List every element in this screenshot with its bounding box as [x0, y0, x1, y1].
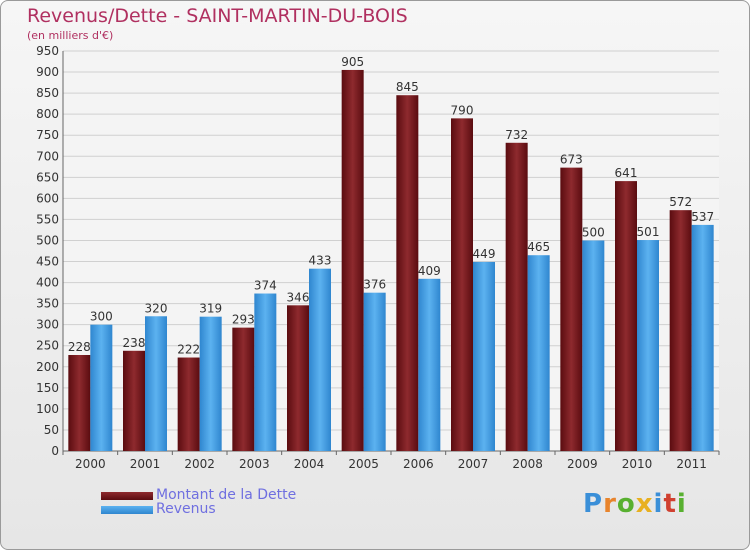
- bar-dette: [287, 305, 309, 451]
- bar-revenus: [90, 324, 113, 451]
- data-label-revenus: 376: [363, 278, 386, 292]
- bar-dette: [560, 167, 583, 451]
- y-tick-label: 250: [36, 339, 59, 353]
- data-label-revenus: 433: [309, 254, 332, 268]
- legend-swatch-revenus: [101, 506, 153, 514]
- y-tick-label: 750: [36, 128, 59, 142]
- y-tick-label: 850: [36, 86, 59, 100]
- x-tick-label: 2002: [184, 457, 215, 471]
- y-tick-label: 650: [36, 170, 59, 184]
- legend-label-dette: Montant de la Dette: [156, 487, 297, 503]
- bar-revenus: [145, 316, 167, 451]
- bar-dette: [669, 210, 692, 451]
- data-label-dette: 641: [615, 166, 638, 180]
- bar-revenus: [418, 278, 441, 451]
- y-tick-label: 50: [44, 423, 59, 437]
- x-tick-label: 2001: [130, 457, 161, 471]
- bar-dette: [232, 327, 255, 451]
- x-tick-label: 2010: [622, 457, 653, 471]
- legend-label-revenus: Revenus: [156, 501, 216, 517]
- bar-revenus: [691, 224, 714, 451]
- legend-swatch-dette: [101, 492, 153, 500]
- x-tick-label: 2007: [458, 457, 489, 471]
- y-tick-label: 400: [36, 276, 59, 290]
- data-label-revenus: 374: [254, 279, 277, 293]
- bar-dette: [68, 355, 91, 451]
- bar-revenus: [254, 293, 277, 451]
- data-label-dette: 222: [177, 343, 200, 357]
- data-label-revenus: 449: [473, 247, 496, 261]
- y-tick-label: 950: [36, 44, 59, 58]
- bar-revenus: [527, 255, 550, 451]
- data-label-dette: 673: [560, 153, 583, 167]
- y-tick-label: 450: [36, 255, 59, 269]
- y-tick-label: 300: [36, 318, 59, 332]
- bar-dette: [396, 95, 419, 452]
- y-tick-label: 150: [36, 381, 59, 395]
- x-tick-label: 2009: [567, 457, 598, 471]
- data-label-revenus: 465: [527, 240, 550, 254]
- data-label-revenus: 300: [90, 310, 113, 324]
- y-tick-label: 800: [36, 107, 59, 121]
- bar-dette: [505, 142, 528, 451]
- data-label-dette: 905: [341, 55, 364, 69]
- data-label-dette: 790: [451, 103, 474, 117]
- data-label-revenus: 320: [145, 301, 168, 315]
- bar-dette: [451, 118, 473, 452]
- bar-dette: [177, 357, 200, 451]
- bar-revenus: [637, 240, 659, 451]
- y-tick-label: 200: [36, 360, 59, 374]
- x-tick-label: 2006: [403, 457, 434, 471]
- bar-revenus: [363, 292, 386, 451]
- bar-dette: [615, 181, 637, 451]
- y-tick-label: 100: [36, 402, 59, 416]
- y-tick-label: 0: [51, 444, 59, 458]
- x-tick-label: 2011: [676, 457, 707, 471]
- data-label-dette: 732: [505, 128, 528, 142]
- y-tick-label: 550: [36, 212, 59, 226]
- bar-revenus: [473, 261, 495, 451]
- x-tick-label: 2003: [239, 457, 270, 471]
- bar-revenus: [309, 268, 331, 451]
- bar-revenus: [199, 316, 222, 451]
- x-tick-label: 2000: [75, 457, 106, 471]
- data-label-revenus: 537: [691, 210, 714, 224]
- data-label-dette: 228: [68, 340, 91, 354]
- data-label-revenus: 501: [637, 225, 660, 239]
- data-label-revenus: 409: [418, 264, 441, 278]
- y-tick-label: 900: [36, 65, 59, 79]
- data-label-dette: 572: [669, 195, 692, 209]
- chart-subtitle: (en milliers d'€): [27, 29, 114, 42]
- y-tick-label: 700: [36, 149, 59, 163]
- y-tick-label: 500: [36, 233, 59, 247]
- bar-revenus: [582, 240, 605, 451]
- data-label-dette: 238: [123, 336, 146, 350]
- y-tick-label: 600: [36, 191, 59, 205]
- data-label-dette: 346: [287, 290, 310, 304]
- bar-dette: [123, 350, 145, 451]
- x-tick-label: 2008: [512, 457, 543, 471]
- proxiti-logo: Proxiti: [583, 489, 687, 519]
- plot-area: [63, 51, 719, 451]
- bar-dette: [341, 69, 364, 452]
- data-label-revenus: 500: [582, 225, 605, 239]
- x-tick-label: 2004: [294, 457, 325, 471]
- data-label-dette: 845: [396, 80, 419, 94]
- data-label-revenus: 319: [199, 302, 222, 316]
- y-tick-label: 350: [36, 297, 59, 311]
- x-tick-label: 2005: [348, 457, 379, 471]
- chart-title: Revenus/Dette - SAINT-MARTIN-DU-BOIS: [27, 5, 408, 27]
- data-label-dette: 293: [232, 313, 255, 327]
